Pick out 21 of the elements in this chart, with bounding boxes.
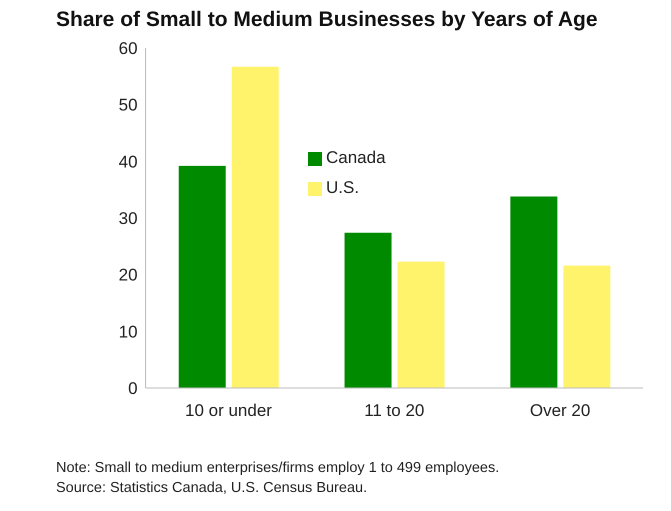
source-note: Source: Statistics Canada, U.S. Census Bureau. bbox=[56, 479, 368, 498]
y-tick-label: 10 bbox=[118, 322, 138, 342]
y-tick-label: 40 bbox=[118, 152, 138, 172]
y-tick-label: 0 bbox=[128, 379, 138, 398]
bar bbox=[344, 232, 392, 388]
y-tick-label: 30 bbox=[118, 209, 138, 228]
chart-title: Share of Small to Medium Businesses by Years of Age bbox=[56, 8, 599, 32]
bar bbox=[510, 196, 558, 388]
text: Note: Small to medium enterprises/firms employ 1 to 499 employees. bbox=[56, 459, 500, 478]
y-tick-label: 60 bbox=[118, 39, 138, 58]
x-tick-label: 11 to 20 bbox=[364, 401, 424, 420]
legend-label: U.S. bbox=[326, 178, 360, 197]
y-tick-label: 20 bbox=[118, 266, 138, 285]
bar bbox=[232, 66, 279, 388]
y-tick-label: 50 bbox=[118, 96, 138, 115]
bar bbox=[563, 266, 610, 388]
x-tick-label: 10 or under bbox=[184, 401, 272, 420]
x-tick-label: Over 20 bbox=[530, 401, 590, 420]
bar bbox=[178, 166, 226, 388]
legend-label: Canada bbox=[326, 148, 386, 167]
bar bbox=[398, 262, 445, 388]
